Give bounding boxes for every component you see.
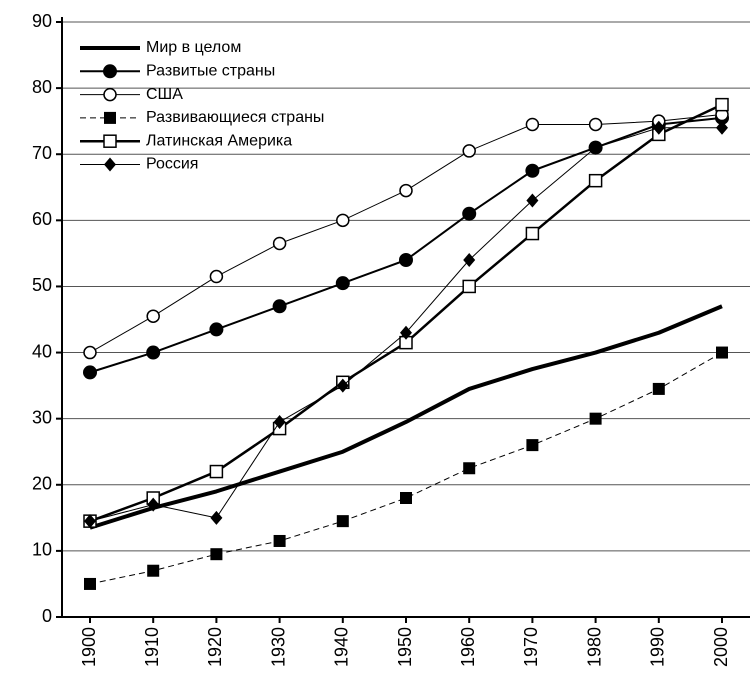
marker	[716, 120, 728, 135]
x-tick-label: 1930	[268, 627, 288, 667]
marker	[526, 439, 539, 452]
x-tick-label: 1940	[332, 627, 352, 667]
y-tick-label: 50	[32, 275, 52, 295]
series-line	[89, 114, 723, 353]
marker	[400, 325, 412, 340]
marker	[525, 163, 540, 178]
marker	[589, 412, 602, 425]
legend-label: США	[146, 86, 183, 103]
series-line	[89, 352, 723, 585]
marker	[103, 87, 117, 102]
x-tick-label: 2000	[711, 627, 731, 667]
marker	[273, 534, 286, 547]
marker	[209, 269, 224, 284]
y-tick-label: 0	[42, 606, 52, 626]
marker	[336, 515, 349, 528]
y-tick-label: 10	[32, 540, 52, 560]
legend-label: Россия	[146, 156, 198, 173]
marker	[526, 193, 539, 208]
marker	[210, 548, 223, 561]
marker	[84, 577, 96, 590]
marker	[335, 276, 350, 291]
x-tick-label: 1980	[584, 627, 604, 667]
marker	[104, 157, 116, 172]
marker	[463, 462, 476, 475]
marker	[147, 497, 160, 512]
y-tick-label: 20	[32, 474, 52, 494]
marker	[462, 206, 477, 221]
marker	[83, 345, 97, 360]
x-tick-label: 1990	[648, 627, 668, 667]
marker	[589, 140, 602, 155]
x-tick-label: 1900	[79, 627, 99, 667]
y-tick-label: 80	[32, 77, 52, 97]
marker	[83, 365, 97, 380]
marker	[652, 120, 665, 135]
y-tick-label: 40	[32, 341, 52, 361]
y-tick-label: 60	[32, 209, 52, 229]
marker	[103, 134, 117, 148]
marker	[103, 64, 117, 79]
marker	[104, 111, 116, 124]
legend-label: Развитые страны	[146, 63, 275, 80]
marker	[146, 345, 161, 360]
marker	[209, 322, 224, 337]
marker	[462, 279, 476, 294]
marker	[525, 117, 540, 132]
x-tick-label: 1920	[205, 627, 225, 667]
marker	[336, 213, 350, 228]
legend-label: Латинская Америка	[146, 132, 292, 149]
marker	[209, 464, 224, 479]
x-tick-label: 1950	[395, 627, 415, 667]
y-tick-label: 70	[32, 143, 52, 163]
marker	[336, 378, 349, 393]
marker	[462, 144, 476, 158]
marker	[715, 97, 729, 112]
x-tick-label: 1910	[142, 627, 162, 667]
marker	[272, 299, 287, 314]
marker	[399, 253, 413, 267]
marker	[84, 514, 96, 529]
marker	[210, 510, 223, 525]
marker	[588, 173, 603, 188]
marker	[147, 564, 160, 577]
marker	[463, 253, 476, 267]
marker	[146, 309, 160, 323]
marker	[525, 226, 540, 241]
y-tick-label: 90	[32, 11, 52, 31]
x-tick-label: 1970	[521, 627, 541, 667]
series-line	[89, 304, 723, 530]
legend-label: Мир в целом	[146, 39, 241, 56]
marker	[399, 183, 413, 198]
marker	[400, 492, 412, 504]
marker	[273, 414, 286, 429]
marker	[716, 346, 728, 359]
x-tick-label: 1960	[458, 627, 478, 667]
marker	[652, 382, 665, 395]
legend-label: Развивающиеся страны	[146, 109, 324, 126]
marker	[588, 117, 603, 132]
y-tick-label: 30	[32, 407, 52, 427]
marker	[272, 236, 287, 251]
